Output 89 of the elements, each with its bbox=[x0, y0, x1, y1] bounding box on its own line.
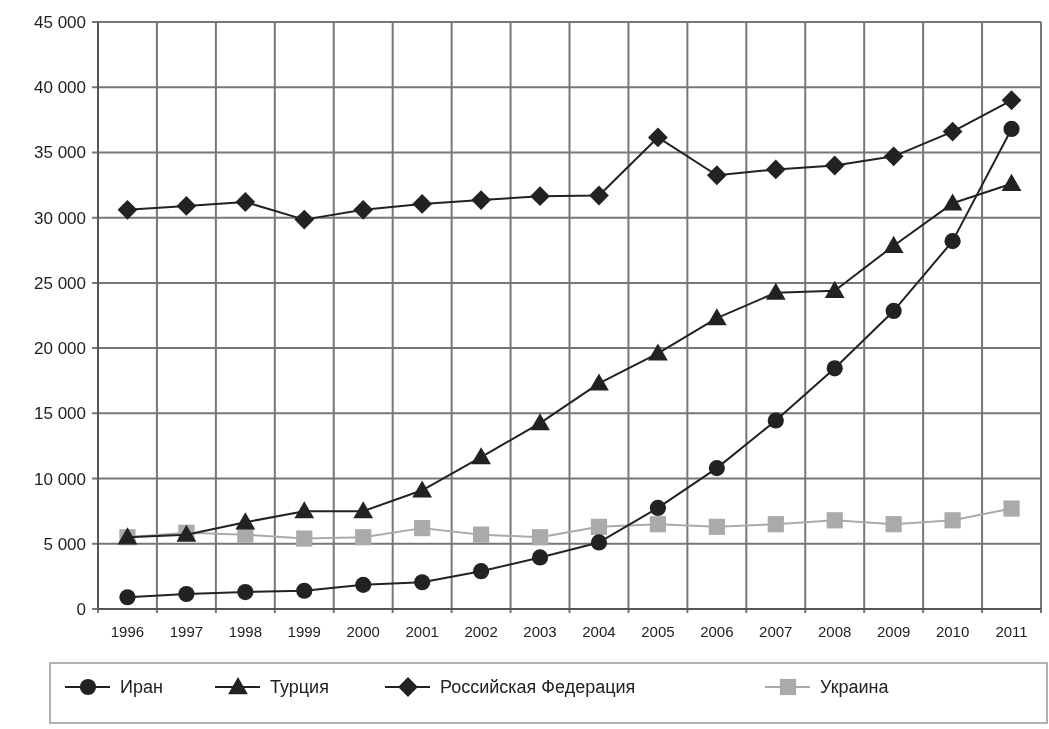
point bbox=[883, 146, 904, 167]
x-tick-label: 2010 bbox=[935, 623, 970, 640]
y-tick-label: 25 000 bbox=[34, 273, 86, 293]
x-tick-label: 2006 bbox=[700, 623, 734, 640]
point bbox=[767, 516, 784, 533]
point bbox=[117, 199, 138, 220]
point bbox=[530, 186, 550, 207]
point bbox=[296, 530, 313, 547]
legend-label: Российская Федерация bbox=[440, 677, 636, 698]
point bbox=[1003, 120, 1020, 138]
point bbox=[294, 501, 315, 519]
point bbox=[412, 480, 433, 498]
y-tick-label: 15 000 bbox=[34, 404, 86, 424]
point bbox=[589, 373, 609, 391]
x-tick-label: 1998 bbox=[228, 623, 263, 640]
point bbox=[412, 194, 433, 214]
legend-label: Турция bbox=[270, 677, 329, 698]
x-tick-label: 2011 bbox=[995, 623, 1028, 640]
point bbox=[472, 563, 490, 580]
point bbox=[414, 574, 431, 591]
y-tick-label: 5 000 bbox=[43, 534, 86, 554]
legend-label: Украина bbox=[820, 677, 890, 698]
point bbox=[824, 155, 845, 176]
point bbox=[590, 534, 608, 551]
x-tick-label: 1996 bbox=[110, 623, 145, 640]
x-tick-label: 2004 bbox=[582, 623, 616, 640]
point bbox=[235, 192, 256, 212]
point bbox=[883, 235, 904, 253]
x-tick-label: 2001 bbox=[405, 623, 439, 640]
point bbox=[826, 512, 843, 529]
point bbox=[944, 233, 961, 250]
point bbox=[531, 529, 549, 546]
point bbox=[531, 549, 549, 566]
point bbox=[942, 121, 963, 142]
point bbox=[471, 447, 491, 465]
point bbox=[414, 520, 431, 537]
x-tick-label: 1999 bbox=[287, 623, 321, 640]
x-tick-label: 2000 bbox=[346, 623, 380, 640]
point bbox=[767, 412, 784, 429]
point bbox=[765, 159, 786, 180]
point bbox=[237, 583, 254, 601]
point bbox=[648, 343, 668, 361]
point bbox=[826, 360, 843, 377]
point bbox=[296, 582, 313, 599]
point bbox=[885, 302, 902, 320]
point bbox=[944, 512, 961, 529]
point bbox=[1001, 173, 1022, 191]
point bbox=[649, 499, 667, 517]
point bbox=[1001, 90, 1022, 111]
legend-label: Иран bbox=[120, 677, 163, 698]
point bbox=[708, 460, 725, 477]
point bbox=[1003, 500, 1020, 517]
point bbox=[648, 127, 668, 148]
point bbox=[178, 585, 195, 603]
y-tick-label: 20 000 bbox=[34, 339, 86, 359]
x-tick-label: 2007 bbox=[759, 623, 793, 640]
point bbox=[355, 576, 372, 593]
point bbox=[942, 193, 963, 211]
point bbox=[708, 518, 725, 535]
x-tick-label: 2002 bbox=[464, 623, 498, 640]
point bbox=[176, 196, 197, 216]
point bbox=[355, 529, 372, 546]
x-tick-label: 1997 bbox=[169, 623, 204, 640]
y-tick-label: 10 000 bbox=[34, 469, 86, 489]
y-tick-label: 40 000 bbox=[34, 78, 86, 98]
x-tick-label: 2008 bbox=[818, 623, 852, 640]
y-tick-label: 45 000 bbox=[34, 12, 86, 32]
point bbox=[824, 280, 845, 298]
x-tick-label: 2003 bbox=[523, 623, 557, 640]
point bbox=[119, 589, 136, 606]
point bbox=[589, 185, 609, 206]
point bbox=[353, 199, 374, 220]
point bbox=[294, 209, 315, 230]
x-tick-label: 2005 bbox=[641, 623, 675, 640]
point bbox=[471, 190, 491, 210]
point bbox=[353, 501, 374, 519]
point bbox=[706, 308, 727, 326]
y-tick-label: 0 bbox=[76, 599, 86, 619]
point bbox=[590, 518, 608, 535]
point bbox=[706, 165, 727, 186]
point bbox=[530, 413, 550, 431]
point bbox=[765, 282, 786, 300]
point bbox=[472, 526, 490, 543]
point bbox=[235, 512, 256, 530]
y-tick-label: 30 000 bbox=[34, 208, 86, 228]
point bbox=[885, 516, 902, 533]
x-tick-label: 2009 bbox=[876, 623, 911, 640]
y-tick-label: 35 000 bbox=[34, 143, 86, 163]
point bbox=[649, 516, 667, 533]
